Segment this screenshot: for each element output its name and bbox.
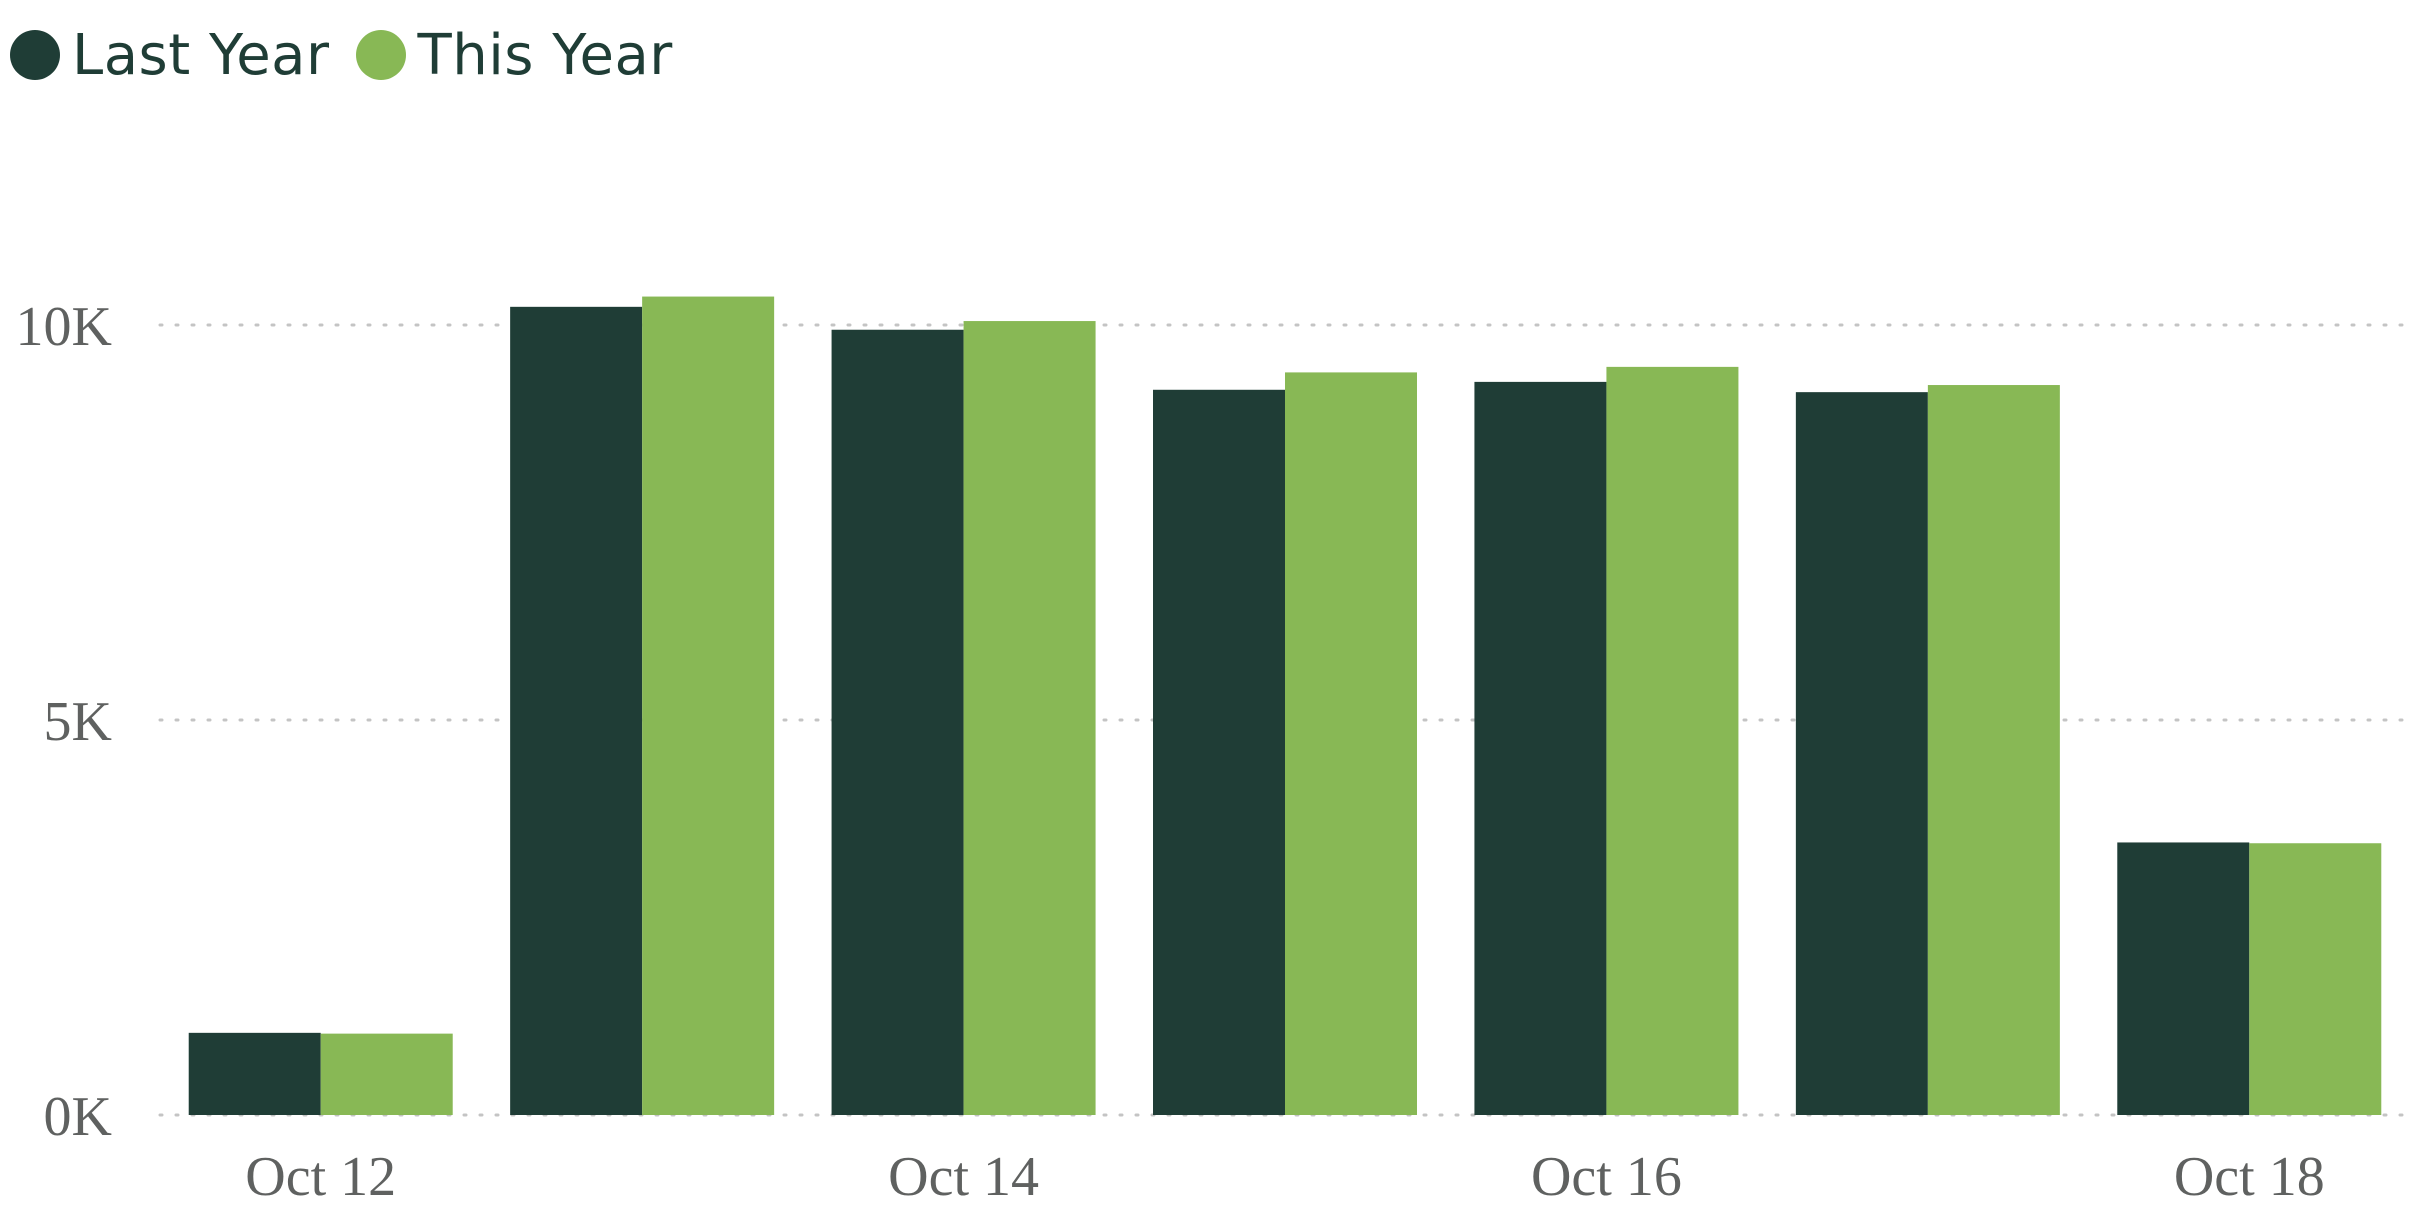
legend-label-last-year: Last Year <box>72 22 330 88</box>
y-tick-label: 0K <box>44 1086 112 1148</box>
bar-last-year-oct-13 <box>510 306 643 1116</box>
bar-this-year-oct-16 <box>1606 366 1739 1115</box>
bar-this-year-oct-17 <box>1927 385 2060 1115</box>
legend-label-this-year: This Year <box>417 22 673 88</box>
x-tick-label: Oct 12 <box>245 1146 396 1208</box>
bar-this-year-oct-12 <box>320 1033 453 1115</box>
legend-item-this-year[interactable]: This Year <box>355 22 673 88</box>
bar-last-year-oct-12 <box>188 1032 321 1115</box>
chart-legend: Last Year This Year <box>10 20 673 90</box>
y-tick-label: 5K <box>44 691 112 753</box>
bar-last-year-oct-15 <box>1153 389 1285 1115</box>
x-tick-label: Oct 14 <box>888 1146 1039 1208</box>
bar-last-year-oct-18 <box>2117 842 2250 1115</box>
legend-item-last-year[interactable]: Last Year <box>10 23 330 88</box>
bar-this-year-oct-14 <box>963 321 1096 1115</box>
bar-last-year-oct-17 <box>1795 392 1928 1115</box>
bar-last-year-oct-16 <box>1474 381 1607 1115</box>
legend-marker-this-year <box>355 30 406 80</box>
x-tick-label: Oct 16 <box>1531 1146 1682 1208</box>
bar-this-year-oct-18 <box>2249 843 2382 1115</box>
legend-marker-last-year <box>10 30 60 80</box>
bar-this-year-oct-15 <box>1285 372 1417 1115</box>
x-tick-label: Oct 18 <box>2174 1146 2325 1208</box>
bar-this-year-oct-13 <box>642 296 775 1115</box>
y-tick-label: 10K <box>16 296 112 358</box>
bar-last-year-oct-14 <box>831 329 964 1115</box>
